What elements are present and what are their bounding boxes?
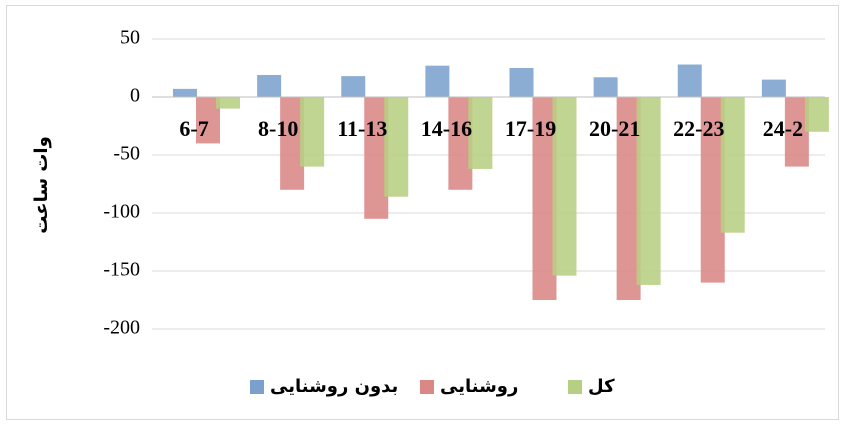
bar [804, 97, 829, 132]
x-tick-label: 11-13 [337, 116, 387, 141]
bar [677, 64, 702, 97]
y-tick-label: -100 [103, 201, 140, 223]
bar [761, 79, 786, 97]
legend-label: کل [588, 376, 615, 397]
y-tick-label: 0 [130, 85, 140, 107]
bar [300, 97, 325, 167]
x-tick-label: 24-2 [763, 116, 803, 141]
x-tick-label: 8-10 [258, 116, 298, 141]
x-tick-label: 20-21 [589, 116, 640, 141]
bar [636, 97, 661, 285]
bar [384, 97, 409, 197]
bar [509, 68, 534, 97]
bar [173, 88, 197, 97]
x-tick-label: 6-7 [179, 116, 208, 141]
chart-frame [6, 5, 839, 420]
bar [257, 74, 282, 97]
legend-swatch [420, 380, 434, 394]
bar [552, 97, 577, 276]
y-tick-label: 50 [120, 27, 140, 49]
legend-label: روشنایی [440, 376, 518, 397]
bar [720, 97, 745, 233]
bar [425, 65, 450, 97]
x-tick-label: 22-23 [673, 116, 724, 141]
y-tick-label: -50 [113, 143, 140, 165]
legend-swatch [250, 380, 264, 394]
bar [341, 76, 366, 97]
x-tick-label: 17-19 [505, 116, 556, 141]
y-tick-label: -200 [103, 317, 140, 339]
legend-label: بدون روشنایی [270, 376, 398, 397]
x-tick-label: 14-16 [421, 116, 472, 141]
bar [216, 97, 240, 109]
bar [468, 97, 493, 169]
legend-swatch [568, 380, 582, 394]
y-tick-label: -150 [103, 259, 140, 281]
bar [593, 77, 618, 97]
y-axis-title: وات ساعت [31, 136, 52, 234]
